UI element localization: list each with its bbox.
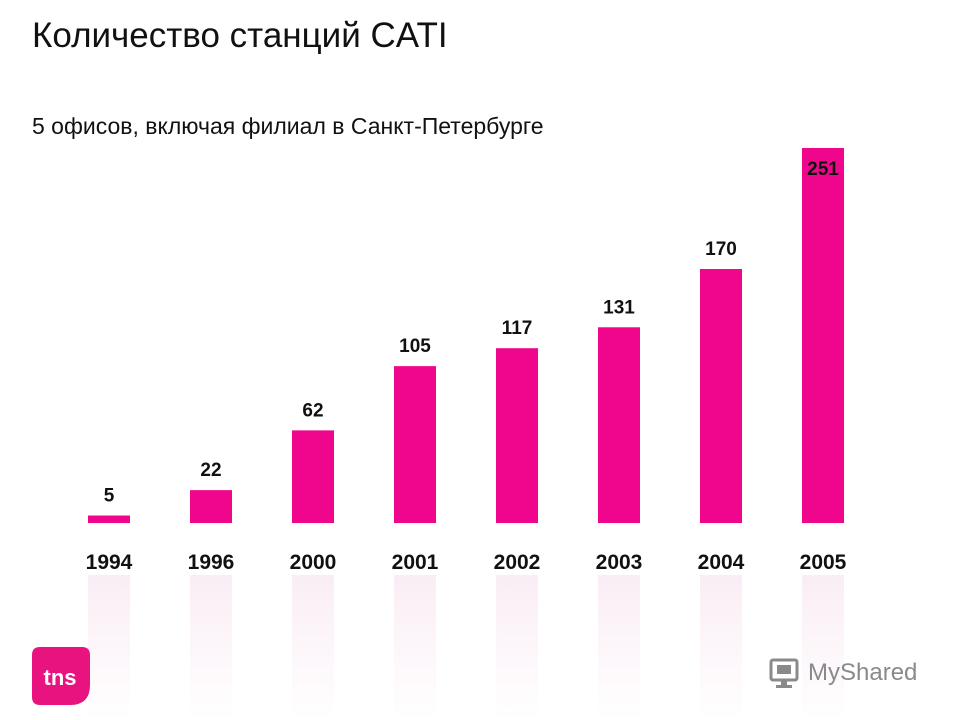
data-label-1994: 5 bbox=[104, 486, 115, 507]
bar-reflection bbox=[394, 575, 436, 720]
data-label-2003: 131 bbox=[603, 297, 635, 318]
tns-logo-text: tns bbox=[44, 665, 77, 690]
x-tick-label-1996: 1996 bbox=[188, 551, 235, 574]
slide-title: Количество станций CATI bbox=[32, 16, 448, 55]
bar-2000 bbox=[292, 430, 334, 523]
bar-2001 bbox=[394, 366, 436, 523]
bar-2003 bbox=[598, 327, 640, 523]
bar-1994 bbox=[88, 515, 130, 523]
tns-logo: tns bbox=[30, 645, 92, 712]
x-tick-label-2004: 2004 bbox=[698, 551, 745, 574]
myshared-watermark: MyShared bbox=[768, 656, 917, 690]
bar-2002 bbox=[496, 348, 538, 523]
bar-reflection bbox=[190, 575, 232, 720]
bar-reflection bbox=[88, 575, 130, 720]
data-label-2001: 105 bbox=[399, 336, 431, 357]
x-tick-label-2001: 2001 bbox=[392, 551, 439, 574]
myshared-icon bbox=[769, 658, 799, 688]
x-tick-label-2005: 2005 bbox=[800, 551, 847, 574]
bar-reflection bbox=[292, 575, 334, 720]
bar-reflection bbox=[496, 575, 538, 720]
bar-2004 bbox=[700, 269, 742, 523]
bar-2005 bbox=[802, 148, 844, 523]
x-tick-label-2002: 2002 bbox=[494, 551, 541, 574]
bar-reflection bbox=[700, 575, 742, 720]
slide-subtitle: 5 офисов, включая филиал в Санкт-Петербу… bbox=[32, 113, 544, 139]
bar-reflection bbox=[598, 575, 640, 720]
x-tick-label-2000: 2000 bbox=[290, 551, 337, 574]
watermark-text: MyShared bbox=[808, 659, 918, 686]
bar-1996 bbox=[190, 490, 232, 523]
data-label-1996: 22 bbox=[200, 460, 221, 481]
data-label-2004: 170 bbox=[705, 239, 737, 260]
x-tick-label-2003: 2003 bbox=[596, 551, 643, 574]
x-tick-label-1994: 1994 bbox=[86, 551, 133, 574]
bar-reflection bbox=[802, 575, 844, 720]
tns-logo-icon: tns bbox=[32, 647, 90, 705]
data-label-2002: 117 bbox=[502, 318, 533, 339]
data-label-2000: 62 bbox=[302, 400, 323, 421]
data-label-2005: 251 bbox=[807, 159, 839, 180]
